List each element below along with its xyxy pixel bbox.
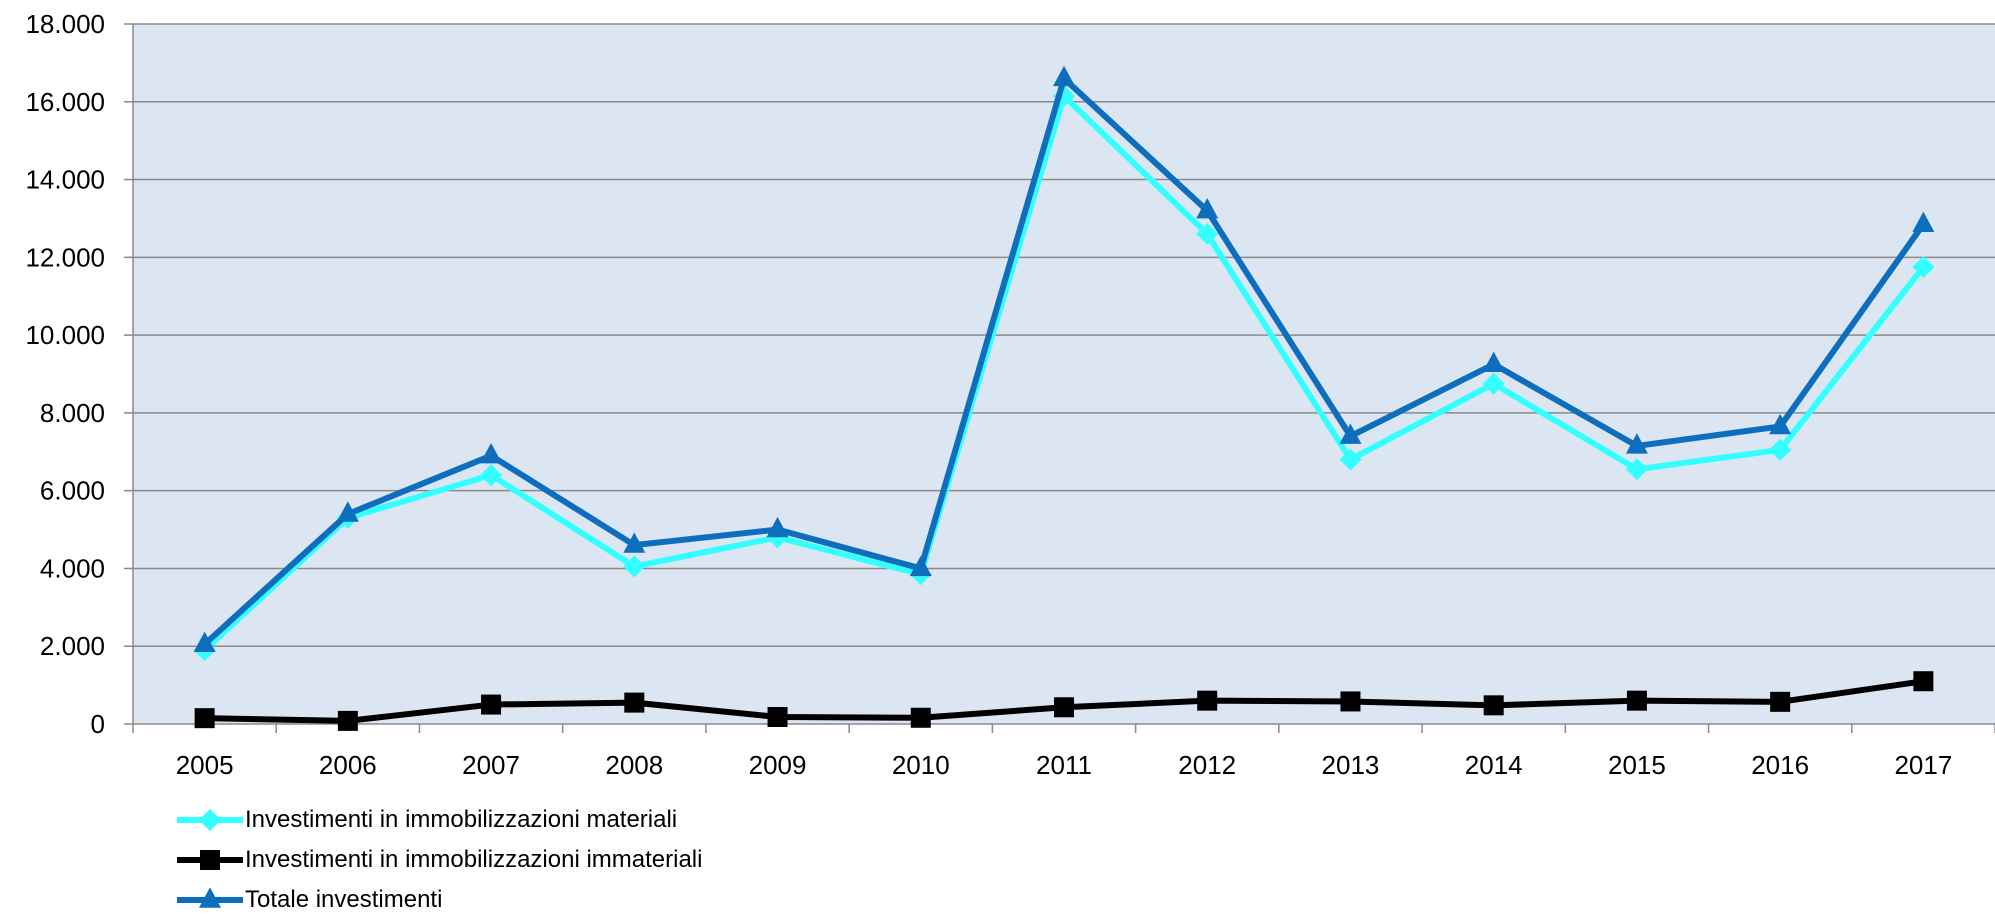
square-marker: [1770, 691, 1791, 712]
x-tick-label: 2012: [1178, 750, 1236, 780]
legend-swatch: [177, 809, 243, 831]
x-tick-label: 2013: [1322, 750, 1380, 780]
diamond-marker: [1339, 448, 1362, 471]
triangle-marker: [193, 631, 216, 652]
legend-label: Totale investimenti: [245, 886, 443, 913]
legend-label: Investimenti in immobilizzazioni materia…: [245, 806, 678, 833]
legend-item: Investimenti in immobilizzazioni materia…: [175, 800, 702, 840]
square-marker: [1340, 691, 1361, 712]
x-tick-label: 2014: [1465, 750, 1523, 780]
series-1: [193, 84, 1935, 662]
axes: [132, 24, 1995, 733]
x-tick-label: 2007: [462, 750, 520, 780]
triangle-marker: [1912, 211, 1935, 232]
square-marker: [194, 708, 215, 729]
legend-swatch: [177, 887, 243, 908]
x-tick-label: 2011: [1036, 750, 1092, 780]
diamond-marker: [1769, 438, 1792, 461]
legend-item: Totale investimenti: [175, 880, 702, 920]
x-tick-label: 2015: [1608, 750, 1666, 780]
y-tick-label: 0: [91, 709, 105, 739]
y-axis-tick-labels: 0 2.000 4.000 6.000 8.000 10.000 12.000 14.000 1…: [25, 9, 105, 739]
diamond-marker: [199, 809, 221, 831]
y-tick-label: 6.000: [40, 476, 105, 506]
square-marker: [624, 692, 645, 713]
x-tick-label: 2005: [176, 750, 234, 780]
x-tick-label: 2016: [1751, 750, 1809, 780]
x-tick-label: 2017: [1894, 750, 1952, 780]
square-marker: [1197, 690, 1218, 711]
legend-item: Investimenti in immobilizzazioni immater…: [175, 840, 702, 880]
triangle-marker: [1769, 413, 1792, 435]
y-tick-label: 8.000: [40, 398, 105, 428]
square-marker: [481, 694, 502, 715]
x-tick-label: 2009: [749, 750, 807, 780]
legend-label: Investimenti in immobilizzazioni immater…: [245, 846, 703, 873]
legend: Investimenti in immobilizzazioni materia…: [175, 800, 702, 920]
y-tick-label: 16.000: [25, 87, 105, 117]
legend-swatch: [177, 850, 243, 870]
y-tick-label: 2.000: [40, 631, 105, 661]
series-group: [193, 65, 1935, 731]
square-marker: [1913, 671, 1934, 692]
triangle-marker: [480, 443, 503, 464]
triangle-marker: [1482, 351, 1505, 372]
y-tick-label: 10.000: [25, 320, 105, 350]
x-tick-label: 2008: [605, 750, 663, 780]
square-marker: [1626, 690, 1647, 711]
triangle-marker: [336, 501, 359, 522]
plot-area: [133, 24, 1995, 724]
square-marker: [1054, 697, 1074, 718]
y-tick-label: 12.000: [25, 242, 105, 272]
triangle-marker: [623, 532, 646, 553]
triangle-marker: [1339, 423, 1362, 444]
diamond-marker: [1196, 223, 1219, 245]
square-marker: [200, 850, 220, 870]
square-marker: [767, 707, 788, 727]
x-tick-label: 2010: [892, 750, 950, 780]
diamond-marker: [623, 555, 646, 578]
y-tick-label: 14.000: [25, 165, 105, 195]
x-axis-tick-labels: 2005 2006 2007 2008 2009 2010 2011 2012 2013 2014…: [176, 750, 1953, 780]
triangle-marker: [199, 887, 221, 908]
triangle-marker: [1625, 433, 1648, 454]
diamond-marker: [480, 464, 503, 487]
y-tick-label: 18.000: [25, 9, 105, 39]
square-marker: [910, 707, 931, 728]
diamond-marker: [1482, 372, 1505, 395]
square-marker: [337, 710, 358, 731]
triangle-marker: [1053, 65, 1075, 87]
triangle-marker: [766, 516, 789, 538]
y-tick-label: 4.000: [40, 553, 105, 583]
triangle-marker: [909, 555, 932, 577]
diamond-marker: [1912, 256, 1935, 279]
triangle-marker: [1196, 198, 1219, 219]
series-3: [193, 65, 1935, 652]
series-2: [194, 671, 1934, 731]
x-tick-label: 2006: [319, 750, 377, 780]
square-marker: [1483, 695, 1504, 716]
diamond-marker: [1625, 458, 1648, 481]
